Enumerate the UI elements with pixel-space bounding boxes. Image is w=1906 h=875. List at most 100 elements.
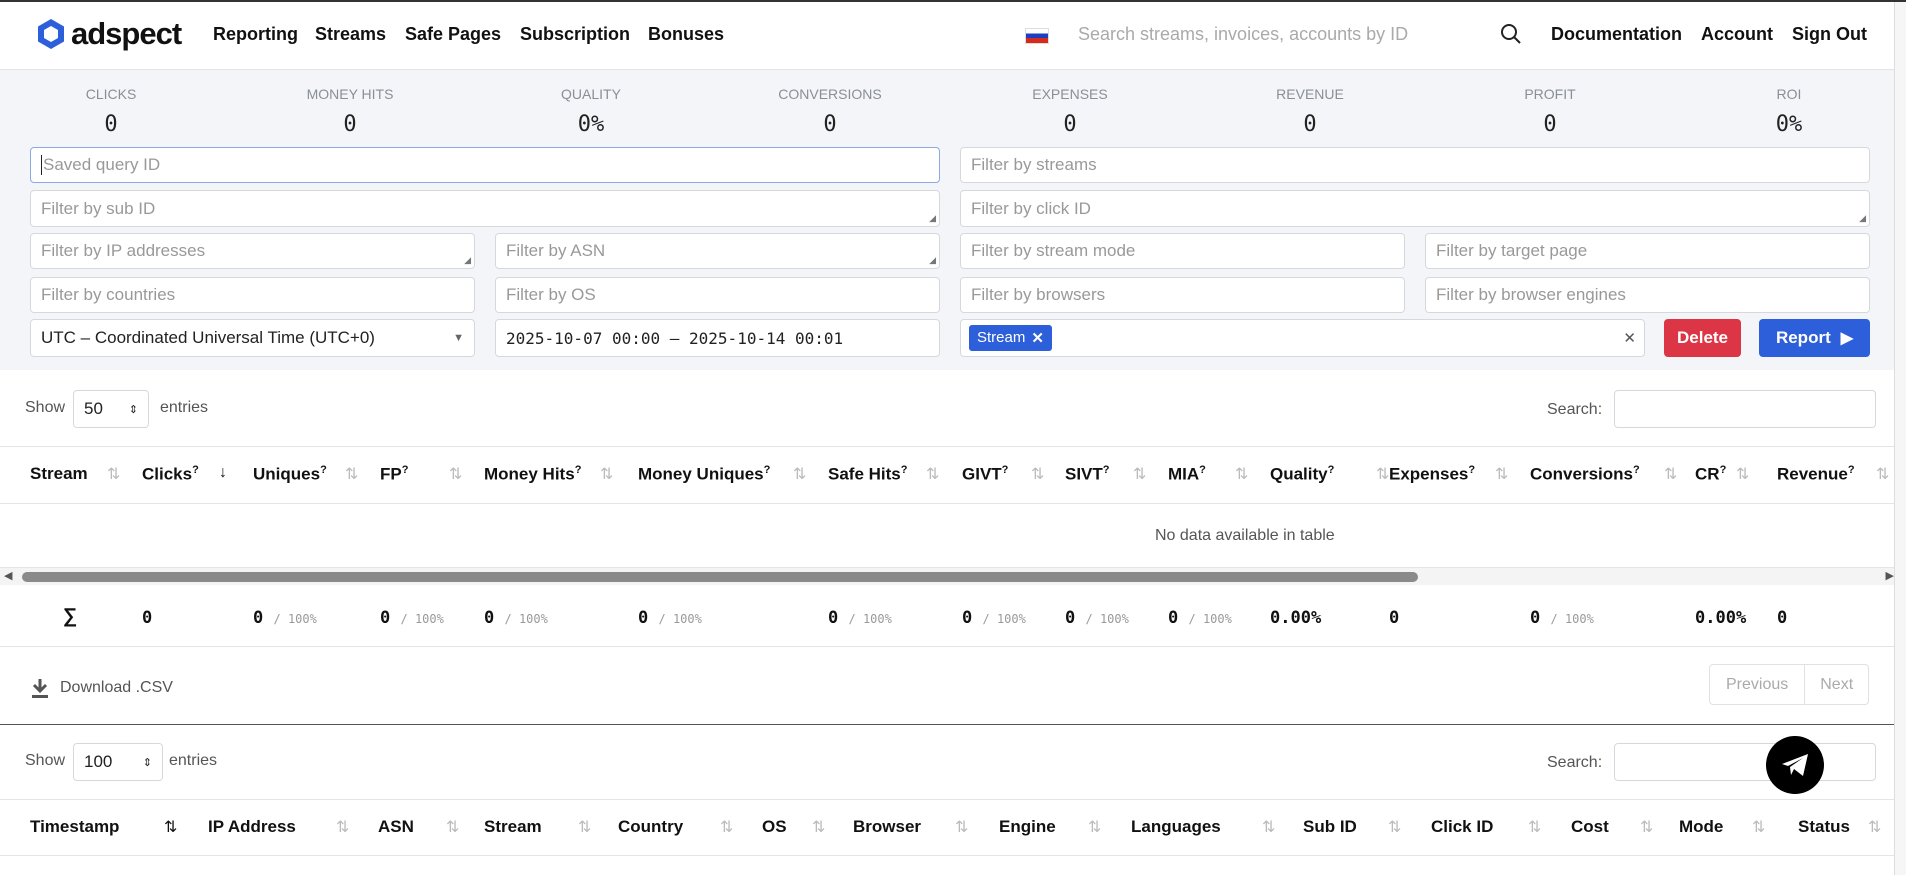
column-header-money-hits[interactable]: Money Hits?: [484, 464, 581, 485]
scroll-left-icon[interactable]: ◀: [4, 570, 13, 582]
help-icon[interactable]: ?: [900, 464, 908, 476]
column-header-country[interactable]: Country: [618, 817, 684, 836]
table-search-input[interactable]: [1614, 743, 1876, 781]
column-header-conversions[interactable]: Conversions?: [1530, 464, 1640, 485]
next-button[interactable]: Next: [1820, 676, 1854, 693]
saved-query-filter-input[interactable]: Saved query ID: [30, 147, 940, 183]
sort-icon[interactable]: ⇅: [926, 466, 940, 483]
help-icon[interactable]: ?: [1001, 464, 1009, 476]
sort-icon[interactable]: ⇅: [1495, 466, 1509, 483]
column-header-revenue[interactable]: Revenue?: [1777, 464, 1855, 485]
scroll-right-icon[interactable]: ▶: [1885, 570, 1894, 582]
help-icon[interactable]: ?: [1327, 464, 1335, 476]
column-header-stream[interactable]: Stream: [484, 817, 542, 836]
stream-mode-filter-input[interactable]: Filter by stream mode: [960, 233, 1405, 269]
previous-button[interactable]: Previous: [1710, 665, 1806, 704]
entries-select[interactable]: 50 ⇕: [73, 390, 149, 428]
telegram-button[interactable]: [1766, 736, 1824, 794]
sort-icon[interactable]: ⇅: [793, 466, 807, 483]
streams-filter-input[interactable]: Filter by streams: [960, 147, 1870, 183]
help-icon[interactable]: ?: [401, 464, 409, 476]
sort-icon[interactable]: ⇅: [1640, 819, 1654, 836]
ip-filter-input[interactable]: Filter by IP addresses ◢: [30, 233, 475, 269]
help-icon[interactable]: ?: [1468, 464, 1476, 476]
sort-desc-icon[interactable]: ⇅: [164, 819, 178, 836]
help-icon[interactable]: ?: [763, 464, 771, 476]
sort-icon[interactable]: ⇅: [449, 466, 463, 483]
scrollbar-thumb[interactable]: [22, 572, 1418, 582]
clear-icon[interactable]: ✕: [1623, 330, 1636, 347]
column-header-sub-id[interactable]: Sub ID: [1303, 817, 1357, 836]
column-header-clicks[interactable]: Clicks?: [142, 464, 199, 485]
help-icon[interactable]: ?: [320, 464, 327, 476]
sort-icon[interactable]: ⇅: [345, 466, 359, 483]
nav-reporting[interactable]: Reporting: [213, 24, 298, 44]
sort-icon[interactable]: ⇅: [336, 819, 350, 836]
sort-icon[interactable]: ⇅: [1736, 466, 1750, 483]
sort-icon[interactable]: ⇅: [720, 819, 734, 836]
sort-icon[interactable]: ⇅: [1528, 819, 1542, 836]
remove-tag-icon[interactable]: ✕: [1031, 330, 1044, 347]
help-icon[interactable]: ?: [1719, 464, 1727, 476]
click-id-filter-input[interactable]: Filter by click ID ◢: [960, 190, 1870, 227]
sort-icon[interactable]: ⇅: [955, 819, 969, 836]
sort-icon[interactable]: ⇅: [600, 466, 614, 483]
sort-icon[interactable]: ⇅: [812, 819, 826, 836]
column-header-timestamp[interactable]: Timestamp: [30, 817, 120, 836]
column-header-mia[interactable]: MIA?: [1168, 464, 1206, 485]
delete-button[interactable]: Delete: [1664, 319, 1741, 357]
column-header-uniques[interactable]: Uniques?: [253, 464, 327, 485]
sort-icon[interactable]: ⇅: [1235, 466, 1249, 483]
sort-icon[interactable]: ⇅: [1752, 819, 1766, 836]
column-header-fp[interactable]: FP?: [380, 464, 408, 485]
column-header-cost[interactable]: Cost: [1571, 817, 1609, 836]
sort-icon[interactable]: ⇅: [1388, 819, 1402, 836]
column-header-givt[interactable]: GIVT?: [962, 464, 1008, 485]
column-header-stream[interactable]: Stream: [30, 464, 88, 484]
sort-icon[interactable]: ⇅: [1262, 819, 1276, 836]
column-header-money-uniques[interactable]: Money Uniques?: [638, 464, 770, 485]
column-header-cr[interactable]: CR?: [1695, 464, 1726, 485]
group-by-select[interactable]: Stream ✕ ✕: [960, 319, 1645, 357]
column-header-languages[interactable]: Languages: [1131, 817, 1221, 836]
column-header-safe-hits[interactable]: Safe Hits?: [828, 464, 907, 485]
os-filter-input[interactable]: Filter by OS: [495, 277, 940, 313]
sort-icon[interactable]: ⇅: [107, 466, 121, 483]
column-header-click-id[interactable]: Click ID: [1431, 817, 1494, 836]
column-header-sivt[interactable]: SIVT?: [1065, 464, 1110, 485]
entries-select[interactable]: 100 ⇕: [73, 743, 163, 781]
help-icon[interactable]: ?: [574, 464, 582, 476]
help-icon[interactable]: ?: [1102, 464, 1110, 476]
nav-safe-pages[interactable]: Safe Pages: [405, 24, 502, 44]
sort-icon[interactable]: ⇅: [446, 819, 460, 836]
help-icon[interactable]: ?: [1632, 464, 1640, 476]
global-search-input[interactable]: Search streams, invoices, accounts by ID: [1078, 24, 1409, 44]
column-header-asn[interactable]: ASN: [378, 817, 414, 836]
nav-documentation[interactable]: Documentation: [1551, 24, 1683, 44]
column-header-ip-address[interactable]: IP Address: [208, 817, 296, 836]
horizontal-scrollbar[interactable]: ◀ ▶: [0, 568, 1894, 585]
sort-icon[interactable]: ⇅: [1376, 466, 1390, 483]
column-header-mode[interactable]: Mode: [1679, 817, 1724, 836]
russia-flag-icon[interactable]: [1025, 28, 1049, 44]
sort-icon[interactable]: ⇅: [1876, 466, 1890, 483]
table-search-input[interactable]: [1614, 390, 1876, 428]
nav-streams[interactable]: Streams: [315, 24, 387, 44]
nav-account[interactable]: Account: [1701, 24, 1773, 44]
sort-icon[interactable]: ⇅: [1133, 466, 1147, 483]
page-scrollbar[interactable]: [1894, 2, 1906, 875]
sub-id-filter-input[interactable]: Filter by sub ID ◢: [30, 190, 940, 227]
column-header-browser[interactable]: Browser: [853, 817, 922, 836]
column-header-expenses[interactable]: Expenses?: [1389, 464, 1475, 485]
sort-desc-icon[interactable]: ↓: [219, 464, 227, 481]
help-icon[interactable]: ?: [1199, 464, 1206, 476]
browsers-filter-input[interactable]: Filter by browsers: [960, 277, 1405, 313]
asn-filter-input[interactable]: Filter by ASN ◢: [495, 233, 940, 269]
column-header-engine[interactable]: Engine: [999, 817, 1056, 836]
engines-filter-input[interactable]: Filter by browser engines: [1425, 277, 1870, 313]
column-header-quality[interactable]: Quality?: [1270, 464, 1334, 485]
timezone-select[interactable]: UTC – Coordinated Universal Time (UTC+0)…: [30, 319, 475, 357]
download-csv-button[interactable]: Download .CSV: [30, 677, 173, 699]
search-icon[interactable]: [1499, 22, 1523, 46]
help-icon[interactable]: ?: [192, 464, 199, 476]
